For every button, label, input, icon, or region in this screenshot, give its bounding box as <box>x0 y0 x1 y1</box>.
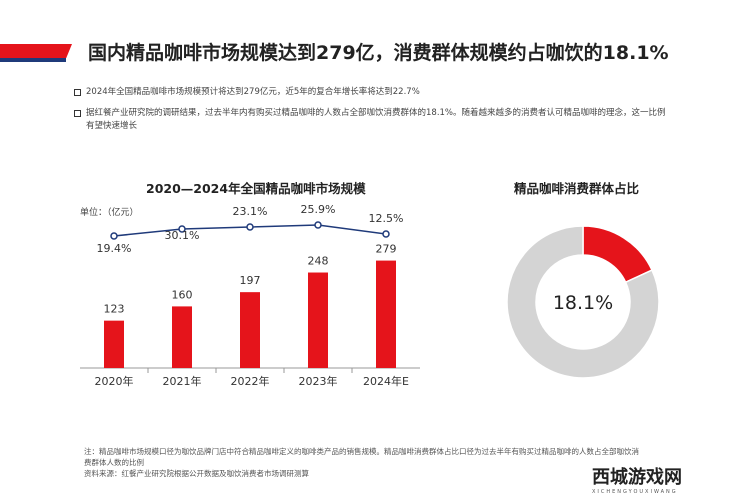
bullet-2: 据红餐产业研究院的调研结果，过去半年内有购买过精品咖啡的人数占全部咖饮消费群体的… <box>74 107 666 133</box>
growth-label: 23.1% <box>233 205 268 218</box>
growth-point <box>110 232 118 240</box>
donut-slice-share <box>582 225 653 284</box>
page-title: 国内精品咖啡市场规模达到279亿，消费群体规模约占咖饮的18.1% <box>88 42 669 64</box>
donut-slice-rest <box>506 225 660 379</box>
growth-point <box>382 230 390 238</box>
donut-chart-title: 精品咖啡消费群体占比 <box>514 181 640 196</box>
bar-value-label: 279 <box>376 243 397 256</box>
unit-label: 单位：（亿元） <box>80 208 139 218</box>
bar <box>104 320 124 368</box>
bar <box>308 272 328 368</box>
growth-label: 12.5% <box>369 212 404 225</box>
growth-label: 25.9% <box>301 203 336 216</box>
bar <box>240 292 260 368</box>
bullet-text: 据红餐产业研究院的调研结果，过去半年内有购买过精品咖啡的人数占全部咖饮消费群体的… <box>86 108 666 131</box>
bar <box>172 306 192 368</box>
x-tick-label: 2024年E <box>363 374 409 388</box>
x-tick-label: 2022年 <box>231 374 270 388</box>
source-text: 资料来源：红餐产业研究院根据公开数据及咖饮消费者市场调研测算 <box>84 469 309 478</box>
bar-value-label: 123 <box>104 303 125 316</box>
donut-center-label: 18.1% <box>553 292 613 314</box>
notes: 注：精品咖啡市场规模口径为咖饮品牌门店中符合精品咖啡定义的咖啡类产品的销售规模。… <box>84 446 644 479</box>
title-bar-accent <box>0 44 72 58</box>
bar-value-label: 197 <box>240 274 261 287</box>
bullet-1: 2024年全国精品咖啡市场规模预计将达到279亿元，近5年的复合年增长率将达到2… <box>74 86 666 99</box>
title-bar-accent-blue <box>0 58 66 62</box>
growth-label: 19.4% <box>97 242 132 255</box>
logo-sub: XICHENGYOUXIWANG <box>592 489 678 495</box>
bar-value-label: 160 <box>172 288 193 301</box>
growth-label: 30.1% <box>165 229 200 242</box>
bullet-text: 2024年全国精品咖啡市场规模预计将达到279亿元，近5年的复合年增长率将达到2… <box>86 87 420 97</box>
watermark-logo: 西城游戏网 XICHENGYOUXIWANG <box>592 463 682 495</box>
bar-chart-title: 2020—2024年全国精品咖啡市场规模 <box>146 181 366 196</box>
bullet-square-icon <box>74 89 81 96</box>
x-tick-label: 2023年 <box>299 374 338 388</box>
growth-point <box>246 223 254 231</box>
growth-point <box>314 221 322 229</box>
note-text: 注：精品咖啡市场规模口径为咖饮品牌门店中符合精品咖啡定义的咖啡类产品的销售规模。… <box>84 447 639 467</box>
x-tick-label: 2020年 <box>95 374 134 388</box>
bullet-square-icon <box>74 110 81 117</box>
bar <box>376 260 396 368</box>
logo-name: 西城游戏网 <box>592 467 682 488</box>
x-tick-label: 2021年 <box>163 374 202 388</box>
growth-point <box>178 225 186 233</box>
bar-value-label: 248 <box>308 255 329 268</box>
